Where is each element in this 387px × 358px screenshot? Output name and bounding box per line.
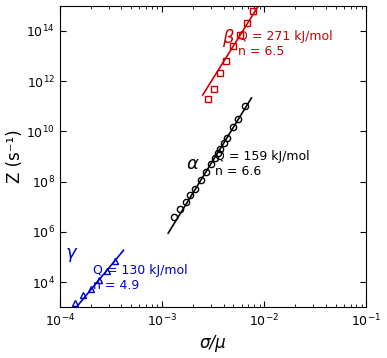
Text: $\beta$: $\beta$ — [222, 27, 235, 49]
Y-axis label: Z (s⁻¹): Z (s⁻¹) — [5, 130, 24, 183]
Text: Q = 159 kJ/mol
n = 6.6: Q = 159 kJ/mol n = 6.6 — [215, 150, 310, 178]
Text: Q = 130 kJ/mol
n = 4.9: Q = 130 kJ/mol n = 4.9 — [93, 264, 187, 292]
Text: Q = 271 kJ/mol
n = 6.5: Q = 271 kJ/mol n = 6.5 — [238, 30, 332, 58]
X-axis label: σ/μ: σ/μ — [200, 334, 226, 352]
Text: $\alpha$: $\alpha$ — [186, 155, 200, 173]
Text: $\gamma$: $\gamma$ — [65, 246, 78, 264]
